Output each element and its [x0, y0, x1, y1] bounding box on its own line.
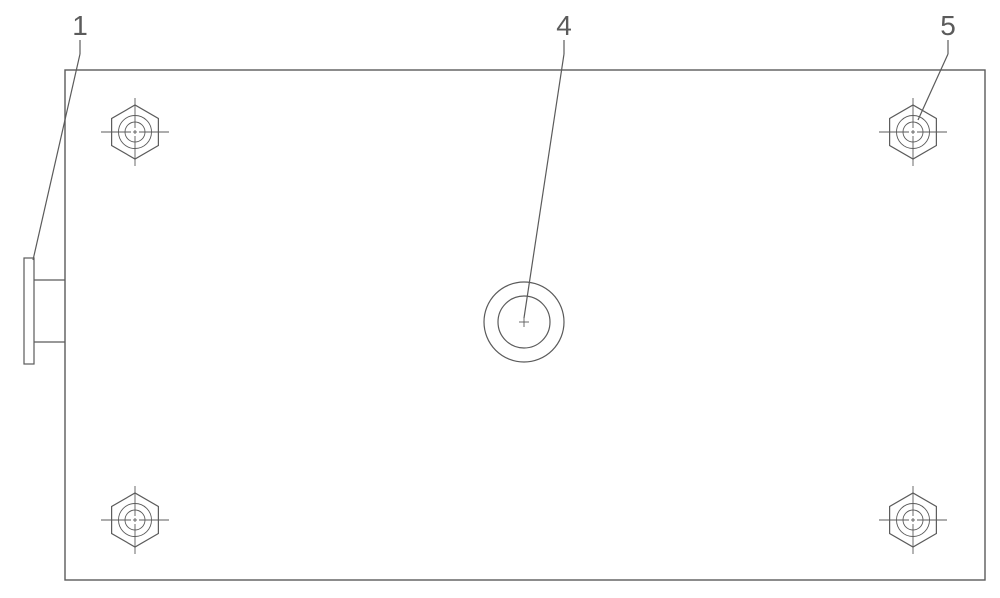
hex-bolt	[101, 98, 169, 166]
side-stub	[24, 258, 65, 364]
hex-bolt	[879, 98, 947, 166]
callout-label-1: 1	[72, 10, 88, 41]
base-plate	[65, 70, 985, 580]
callout-4: 4	[524, 10, 572, 318]
callout-1: 1	[33, 10, 88, 260]
center-boss	[484, 282, 564, 362]
callout-label-4: 4	[556, 10, 572, 41]
hex-bolt	[101, 486, 169, 554]
engineering-drawing: 1 4 5	[0, 0, 1000, 598]
callout-5: 5	[918, 10, 956, 120]
hex-bolt	[879, 486, 947, 554]
callout-label-5: 5	[940, 10, 956, 41]
